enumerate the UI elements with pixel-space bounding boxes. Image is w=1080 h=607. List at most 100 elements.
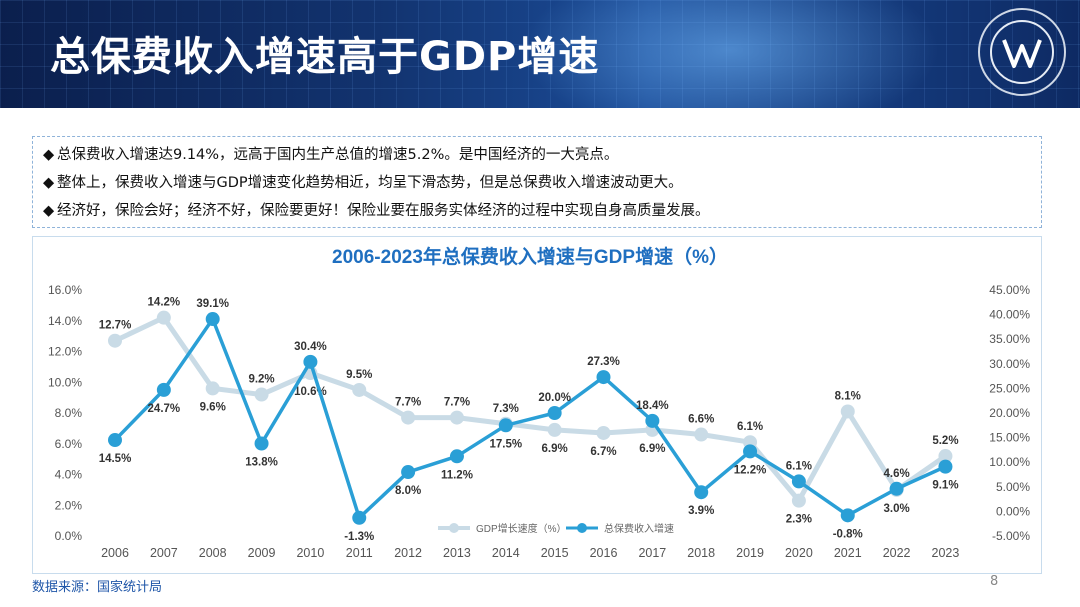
x-axis-tick-label: 2023: [932, 546, 960, 560]
x-axis-tick-label: 2008: [199, 546, 227, 560]
right-axis-tick-label: 45.00%: [989, 283, 1030, 297]
gdp-data-label: 9.5%: [346, 369, 372, 381]
series-premium: 14.5% 24.7% 39.1% 13.8% 30.4% -1.3% 8.0% 11.2% 1…: [99, 298, 959, 543]
gdp-point: [352, 382, 367, 397]
chart-frame: [32, 236, 1042, 574]
premium-point: [743, 444, 758, 459]
premium-data-label: 39.1%: [196, 298, 229, 310]
gdp-data-label: 7.7%: [444, 397, 470, 409]
gdp-point: [449, 410, 464, 425]
gdp-data-label: 6.1%: [737, 421, 763, 433]
right-axis-tick-label: 20.00%: [989, 406, 1030, 420]
left-axis-ticks: 0.0% 2.0% 4.0% 6.0% 8.0% 10.0% 12.0% 14.0% 16.0%: [48, 283, 82, 543]
premium-data-label: 11.2%: [441, 469, 473, 481]
x-axis-tick-label: 2019: [736, 546, 764, 560]
x-axis-tick-label: 2013: [443, 546, 471, 560]
premium-data-label: 3.9%: [688, 505, 714, 517]
data-source: 数据来源：国家统计局: [32, 580, 163, 595]
summary-text: 总保费收入增速达9.14%，远高于国内生产总值的增速5.2%。是中国经济的一大亮…: [57, 147, 619, 163]
gdp-data-label: 7.3%: [493, 403, 519, 415]
left-axis-tick-label: 14.0%: [48, 314, 82, 328]
summary-box: ◆ 总保费收入增速达9.14%，远高于国内生产总值的增速5.2%。是中国经济的一大…: [32, 136, 1042, 228]
chart-legend: GDP增长速度（%） 总保费收入增速: [438, 522, 674, 535]
gdp-point: [547, 422, 562, 437]
summary-text: 整体上，保费收入增速与GDP增速变化趋势相近，均呈下滑态势，但是总保费收入增速波…: [57, 175, 683, 191]
right-axis-tick-label: 15.00%: [989, 431, 1030, 445]
right-axis-tick-label: 25.00%: [989, 381, 1030, 395]
premium-data-label: 30.4%: [294, 341, 327, 353]
premium-point: [547, 406, 562, 420]
x-axis-tick-label: 2006: [101, 546, 129, 560]
right-axis-tick-label: 0.00%: [996, 504, 1030, 518]
x-axis-tick-label: 2022: [883, 546, 911, 560]
x-axis-tick-label: 2014: [492, 546, 520, 560]
banner-glow: [520, 0, 940, 108]
gdp-data-label: 14.2%: [148, 297, 181, 309]
left-axis-tick-label: 0.0%: [55, 529, 83, 543]
premium-point: [108, 433, 122, 448]
premium-data-label: 13.8%: [245, 457, 278, 469]
gdp-point: [254, 387, 269, 402]
gdp-data-label: 7.7%: [395, 397, 421, 409]
gdp-data-label: 12.7%: [99, 320, 132, 332]
gdp-data-label: 6.6%: [688, 414, 714, 426]
x-axis-tick-label: 2021: [834, 546, 862, 560]
premium-point: [156, 382, 171, 397]
legend-premium-marker: [577, 523, 587, 533]
premium-data-label: 18.4%: [636, 400, 669, 412]
gdp-data-label: 2.3%: [786, 514, 812, 526]
premium-line: [113, 317, 947, 520]
legend-gdp-marker: [449, 523, 459, 533]
gdp-data-label: 9.2%: [248, 374, 274, 386]
right-axis-tick-label: 10.00%: [989, 455, 1030, 469]
x-axis-tick-label: 2017: [638, 546, 666, 560]
left-axis-tick-label: 6.0%: [55, 437, 83, 451]
right-axis-tick-label: 5.00%: [996, 480, 1030, 494]
premium-point: [645, 413, 660, 428]
seal-inner-ring: [990, 20, 1054, 84]
left-axis-tick-label: 8.0%: [55, 406, 83, 420]
x-axis-tick-label: 2015: [541, 546, 569, 560]
premium-data-label: 12.2%: [734, 464, 767, 476]
premium-point: [694, 485, 709, 500]
right-axis-tick-label: 40.00%: [989, 308, 1030, 322]
slide-title: 总保费收入增速高于GDP增速: [50, 34, 600, 80]
gdp-point: [791, 493, 806, 508]
x-axis-tick-label: 2012: [394, 546, 422, 560]
premium-point: [498, 418, 513, 433]
chart-title: 2006-2023年总保费收入增速与GDP增速（%）: [332, 245, 728, 268]
legend-gdp-label: GDP增长速度（%）: [476, 522, 567, 535]
gdp-line: [113, 315, 947, 504]
right-axis-tick-label: 35.00%: [989, 332, 1030, 346]
left-axis-tick-label: 10.0%: [48, 375, 82, 389]
right-axis-tick-label: 30.00%: [989, 357, 1030, 371]
diamond-bullet-icon: ◆: [43, 147, 55, 163]
diamond-bullet-icon: ◆: [43, 175, 55, 191]
header-banner: [0, 0, 1080, 108]
page-number: 8: [990, 574, 999, 589]
summary-bullet: ◆ 总保费收入增速达9.14%，远高于国内生产总值的增速5.2%。是中国经济的一大…: [43, 141, 1031, 169]
premium-data-label: 20.0%: [538, 392, 571, 404]
x-axis-tick-label: 2009: [248, 546, 276, 560]
series-gdp: 12.7%14.2%9.6%9.2%10.6%9.5%7.7% 7.7%7.3%6…: [99, 297, 959, 526]
gdp-data-label: 6.9%: [639, 443, 665, 455]
premium-data-label: 24.7%: [148, 403, 181, 415]
x-axis-tick-label: 2011: [346, 546, 373, 560]
x-axis-ticks: 2006 2007 2008 2009 2010 2011 2012 2013 2014 2015…: [101, 546, 959, 560]
left-axis-tick-label: 16.0%: [48, 283, 82, 297]
left-axis-tick-label: 2.0%: [55, 498, 83, 512]
premium-data-label: 14.5%: [99, 453, 132, 465]
right-axis-tick-label: -5.00%: [992, 529, 1030, 543]
company-seal-icon: [978, 8, 1066, 96]
summary-bullet: ◆ 整体上，保费收入增速与GDP增速变化趋势相近，均呈下滑态势，但是总保费收入增速…: [43, 169, 1031, 197]
premium-point: [449, 449, 464, 464]
premium-data-label: 8.0%: [395, 485, 421, 497]
gdp-point: [938, 449, 953, 464]
gdp-point: [401, 410, 416, 425]
gdp-point: [108, 333, 122, 348]
premium-point: [840, 508, 855, 523]
summary-text: 经济好，保险会好；经济不好，保险要更好！保险业要在服务实体经济的过程中实现自身高…: [57, 203, 710, 219]
legend-premium-label: 总保费收入增速: [604, 522, 674, 535]
premium-point: [401, 465, 416, 480]
gdp-data-label: 9.6%: [200, 401, 226, 413]
